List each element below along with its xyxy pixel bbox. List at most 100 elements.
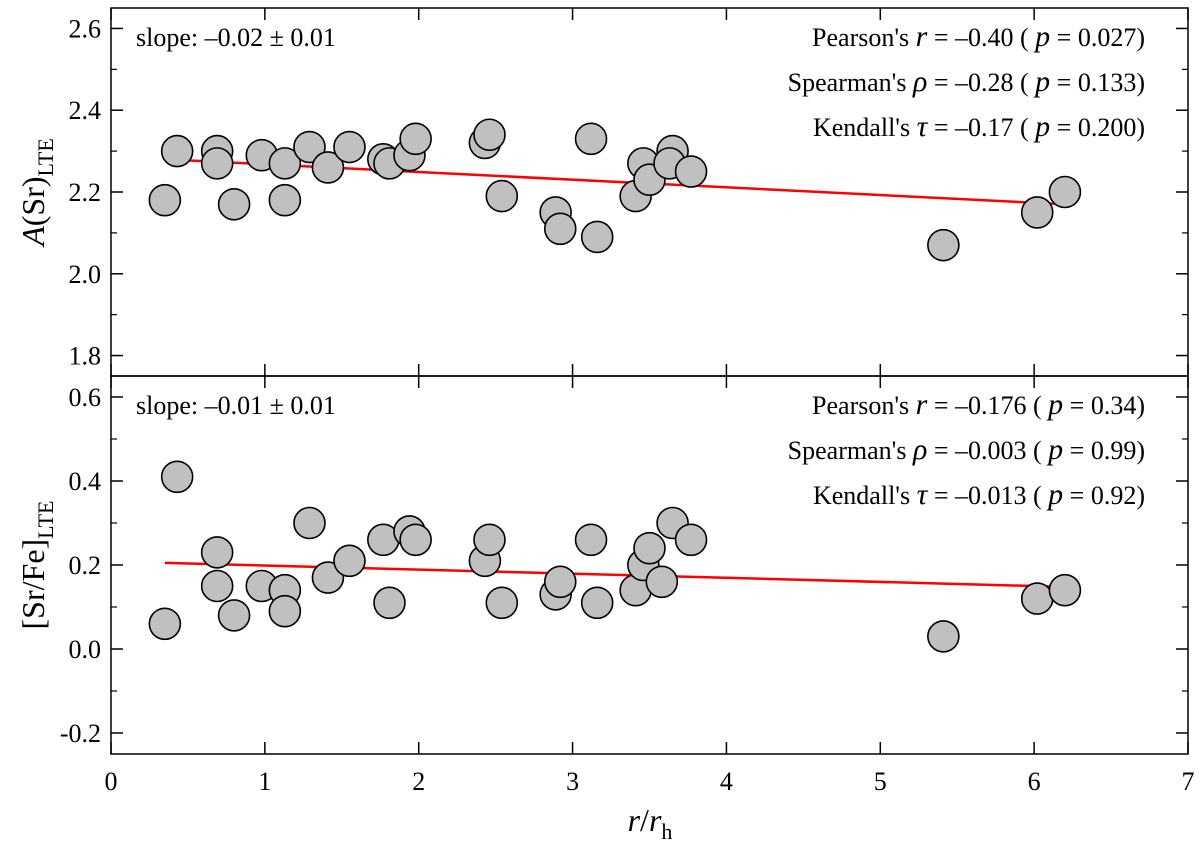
data-point-bottom (645, 565, 679, 599)
data-point-top (268, 147, 302, 180)
stat-p-symbol: p (1046, 388, 1063, 421)
frame-layer (110, 7, 1189, 755)
data-point-top (268, 183, 302, 217)
stat-p-value: = 0.99) (1063, 436, 1145, 465)
y-tick-label: 1.8 (69, 342, 102, 371)
x-tick-label: 2 (412, 767, 425, 796)
stat-symbol: τ (917, 110, 929, 143)
data-point-bottom (543, 565, 577, 599)
stat-bottom: Spearman's ρ = –0.003 ( p = 0.99) (788, 433, 1145, 466)
data-point-bottom (574, 523, 608, 557)
stat-symbol: ρ (912, 65, 927, 98)
slope-annotation-top: slope: –0.02 ± 0.01 (136, 23, 336, 52)
data-point-top (293, 130, 326, 164)
x-tick-label: 4 (720, 767, 733, 796)
data-point-bottom (160, 460, 194, 494)
stat-name: Pearson's (812, 23, 916, 52)
stat-name: Kendall's (813, 113, 917, 142)
y-tick-label: 2.4 (69, 96, 102, 125)
stat-symbol: τ (917, 478, 929, 511)
data-point-bottom (200, 536, 234, 569)
data-point-bottom (268, 594, 302, 628)
data-point-bottom (473, 523, 506, 557)
x-tick-label: 0 (105, 767, 118, 796)
ylabel-italic: A (15, 226, 51, 248)
y-tick-label: 0.4 (69, 467, 102, 496)
data-point-top (574, 122, 608, 156)
stat-top: Spearman's ρ = –0.28 ( p = 0.133) (788, 65, 1145, 98)
stat-value: = –0.17 ( (927, 113, 1035, 142)
data-point-top (543, 212, 577, 246)
stat-p-symbol: p (1033, 110, 1050, 143)
xlabel-subscript: h (661, 819, 672, 844)
stat-bottom: Pearson's r = –0.176 ( p = 0.34) (812, 388, 1145, 421)
y-axis-title-top: A(Sr)LTE (15, 138, 58, 248)
data-point-top (473, 118, 506, 152)
data-point-top (399, 122, 432, 156)
x-tick-label: 7 (1182, 767, 1195, 796)
stat-p-symbol: p (1046, 478, 1063, 511)
data-point-top (927, 228, 960, 262)
stat-value: = –0.40 ( (927, 23, 1035, 52)
fit-line-bottom (164, 561, 1065, 589)
stat-value: = –0.28 ( (927, 68, 1035, 97)
ylabel-subscript: LTE (33, 138, 58, 176)
data-point-bottom (580, 586, 614, 620)
stat-value: = –0.003 ( (927, 436, 1048, 465)
stat-p-value: = 0.92) (1063, 481, 1145, 510)
data-point-top (674, 155, 708, 188)
data-point-bottom (674, 523, 708, 557)
data-point-bottom (1048, 573, 1082, 607)
ylabel-text: (Sr) (15, 176, 51, 226)
data-point-top (1020, 196, 1054, 229)
data-point-bottom (633, 531, 666, 565)
data-point-top (333, 130, 366, 164)
data-point-bottom (148, 607, 182, 641)
ylabel-subscript: LTE (33, 501, 58, 539)
stat-p-value: = 0.34) (1063, 391, 1145, 420)
data-point-top (160, 134, 194, 168)
xlabel-var: r (649, 802, 662, 838)
stat-p-symbol: p (1046, 433, 1063, 466)
stat-name: Spearman's (788, 436, 913, 465)
stat-top: Kendall's τ = –0.17 ( p = 0.200) (813, 110, 1145, 143)
x-tick-label: 1 (258, 767, 271, 796)
stat-symbol: r (916, 388, 928, 421)
y-tick-label: 2.0 (69, 260, 102, 289)
x-tick-label: 3 (566, 767, 579, 796)
x-axis-title: r/rh (628, 802, 673, 844)
data-point-bottom (373, 586, 406, 620)
y-axis-title-bottom: [Sr/Fe]LTE (15, 501, 58, 630)
x-tick-label: 6 (1028, 767, 1041, 796)
y-tick-label: 2.2 (69, 178, 102, 207)
stat-p-value: = 0.133) (1050, 68, 1145, 97)
stat-name: Kendall's (813, 481, 917, 510)
data-point-bottom (333, 544, 366, 578)
data-point-top (1048, 175, 1082, 209)
y-tick-label: 0.6 (69, 383, 102, 412)
data-point-top (148, 183, 182, 217)
stat-p-value: = 0.027) (1050, 23, 1145, 52)
data-point-bottom (1020, 582, 1054, 615)
data-point-top (311, 151, 345, 184)
stat-symbol: r (916, 20, 928, 53)
data-point-bottom (200, 569, 234, 603)
stat-symbol: ρ (912, 433, 927, 466)
data-point-top (217, 187, 251, 221)
data-point-bottom (293, 506, 326, 540)
data-point-top (200, 147, 234, 180)
data-point-bottom (485, 586, 519, 620)
stat-p-symbol: p (1033, 65, 1050, 98)
y-tick-label: -0.2 (60, 719, 101, 748)
stat-name: Spearman's (788, 68, 913, 97)
data-point-bottom (311, 561, 345, 594)
data-point-top (485, 179, 519, 213)
data-point-bottom (927, 620, 960, 653)
y-tick-label: 2.6 (69, 14, 102, 43)
xlabel-sep: / (640, 802, 649, 838)
stat-value: = –0.176 ( (927, 391, 1048, 420)
slope-annotation-bottom: slope: –0.01 ± 0.01 (136, 391, 336, 420)
stat-top: Pearson's r = –0.40 ( p = 0.027) (812, 20, 1145, 53)
data-point-top (580, 220, 614, 254)
